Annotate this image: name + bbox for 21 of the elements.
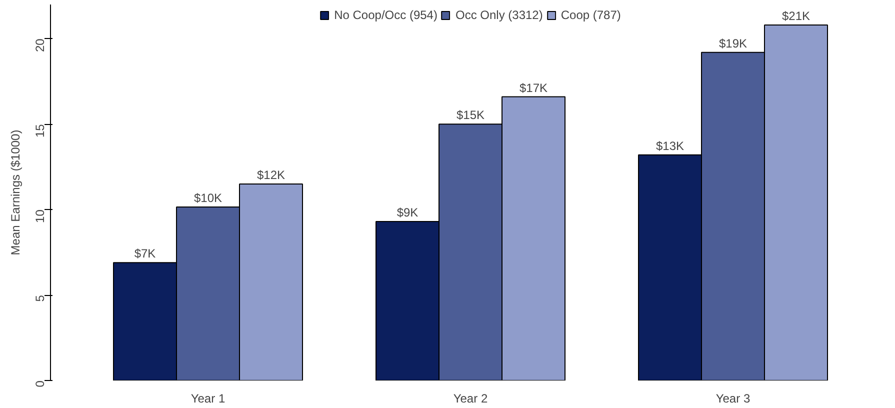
- data-label: $21K: [782, 9, 810, 24]
- data-label: $15K: [456, 108, 485, 122]
- data-label: $9K: [396, 206, 418, 220]
- y-tick-label: 0: [33, 380, 47, 388]
- legend-label: Occ Only (3312): [455, 8, 543, 22]
- data-label: $13K: [656, 138, 684, 153]
- y-tick-label: 15: [33, 124, 47, 138]
- data-label: $10K: [194, 191, 222, 206]
- legend-label: Coop (787): [560, 8, 621, 22]
- x-tick-label: Year 2: [453, 392, 488, 406]
- x-tick-label: Year 1: [190, 392, 226, 406]
- x-tick-label: Year 3: [716, 392, 750, 406]
- y-axis-title: Mean Earnings ($1000): [8, 130, 22, 256]
- data-label: $17K: [519, 80, 548, 95]
- data-label: $7K: [134, 246, 156, 261]
- data-label: $12K: [256, 168, 286, 182]
- y-tick-label: 20: [33, 38, 47, 52]
- data-label: $19K: [718, 36, 748, 50]
- legend-label: No Coop/Occ (954): [334, 8, 438, 22]
- y-tick-label: 10: [33, 209, 47, 223]
- y-tick-label: 5: [33, 294, 47, 302]
